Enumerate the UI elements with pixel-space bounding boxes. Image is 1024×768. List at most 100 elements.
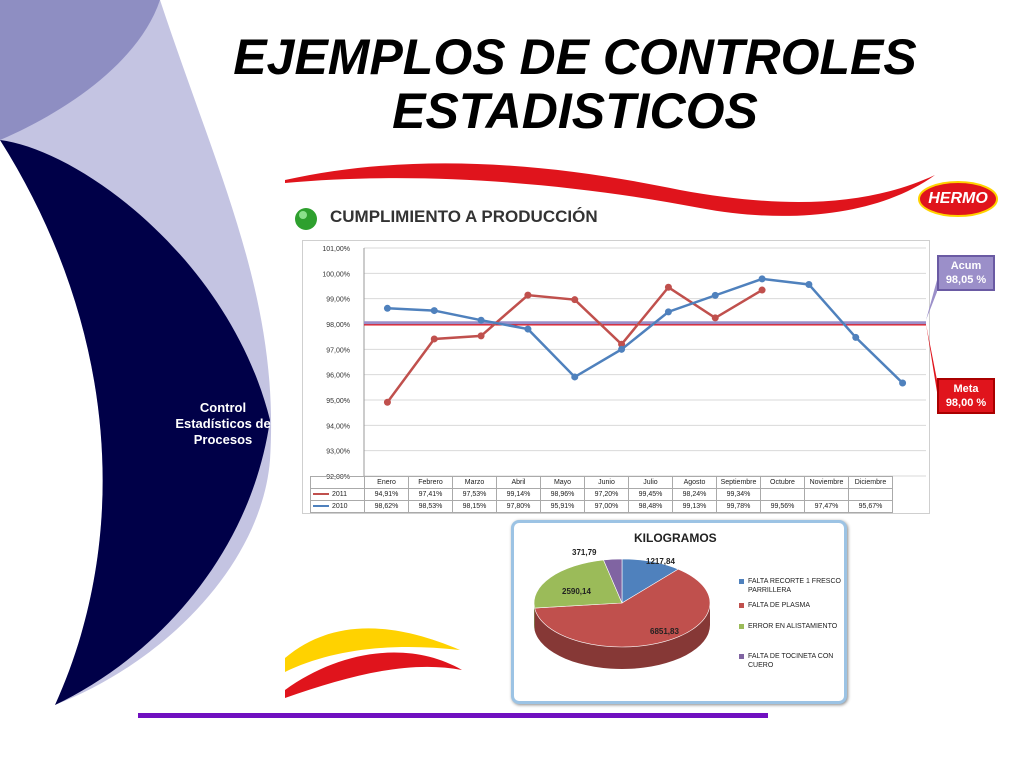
data-label: 99,78% [716, 500, 761, 513]
data-point-2011 [618, 340, 626, 348]
y-tick-label: 97,00% [326, 347, 350, 354]
series-line-2011 [386, 285, 763, 404]
series-legend-2010: 2010 [310, 500, 365, 513]
data-point-2010 [477, 316, 485, 324]
data-label: 99,34% [716, 488, 761, 501]
legend-swatch [313, 493, 329, 496]
table-row-2011: 2011 94,91% 97,41% 97,53% 99,14% 98,96% 97,20%… [310, 488, 893, 501]
legend-label: 2011 [332, 491, 348, 498]
data-point-2010 [758, 275, 766, 283]
series-legend-2011: 2011 [310, 488, 365, 501]
data-point-2011 [524, 291, 532, 299]
data-label: 95,67% [848, 500, 893, 513]
data-point-2011 [430, 335, 438, 343]
data-label: 98,24% [672, 488, 717, 501]
data-point-2010 [664, 308, 672, 316]
meta-label: Meta [953, 383, 979, 395]
data-label: 97,41% [408, 488, 453, 501]
series-line-2010 [387, 277, 904, 384]
data-label: 99,56% [760, 500, 805, 513]
y-tick-label: 101,00% [322, 246, 350, 253]
data-label: 97,80% [496, 500, 541, 513]
line-chart-data-table: Enero Febrero Marzo Abril Mayo Junio Julio Agos… [310, 476, 893, 513]
data-point-2010 [805, 280, 813, 288]
x-tick-label: Enero [364, 476, 409, 489]
data-label: 98,53% [408, 500, 453, 513]
data-label: 99,45% [628, 488, 673, 501]
data-point-2011 [383, 398, 391, 406]
logo-text: HERMO [928, 190, 988, 207]
pie-slice-side [534, 603, 535, 631]
x-tick-label: Diciembre [848, 476, 893, 489]
pie-legend-swatch [739, 624, 744, 629]
pie-legend-swatch [739, 579, 744, 584]
x-tick-label: Marzo [452, 476, 497, 489]
y-tick-label: 96,00% [326, 373, 350, 380]
data-label: 97,53% [452, 488, 497, 501]
x-tick-label: Junio [584, 476, 629, 489]
acum-label: Acum [950, 260, 982, 272]
data-label: 95,91% [540, 500, 585, 513]
pie-value-label: 6851,83 [650, 627, 679, 636]
sidebar-label: Control Estadísticos de Procesos [175, 400, 271, 447]
x-tick-label: Septiembre [716, 476, 761, 489]
title-line-2: ESTADISTICOS [392, 83, 758, 139]
data-label: 97,47% [804, 500, 849, 513]
green-dot-icon [295, 208, 317, 230]
data-point-2011 [758, 286, 766, 294]
pie-slice [603, 558, 623, 604]
data-label: 98,48% [628, 500, 673, 513]
data-label [804, 488, 849, 501]
pie-title: KILOGRAMOS [634, 531, 717, 545]
bottom-accent-bar [138, 713, 768, 718]
legend-label: 2010 [332, 503, 348, 510]
pie-slice [534, 568, 711, 648]
data-point-2010 [571, 373, 579, 381]
data-label: 98,96% [540, 488, 585, 501]
pie-value-label: 2590,14 [562, 587, 591, 596]
x-tick-label: Agosto [672, 476, 717, 489]
data-label: 99,13% [672, 500, 717, 513]
data-point-2010 [524, 325, 532, 333]
data-label: 94,91% [364, 488, 409, 501]
data-point-2011 [664, 283, 672, 291]
data-label: 97,20% [584, 488, 629, 501]
x-tick-label: Noviembre [804, 476, 849, 489]
x-tick-label: Octubre [760, 476, 805, 489]
x-tick-label: Julio [628, 476, 673, 489]
pie-legend-label: ERROR EN ALISTAMIENTO [748, 623, 838, 630]
acum-callout: Acum 98,05 % [937, 255, 995, 291]
y-tick-label: 93,00% [326, 449, 350, 456]
pie-chart [533, 558, 711, 669]
pie-slice [533, 559, 623, 609]
slide-title: EJEMPLOS DE CONTROLES ESTADISTICOS [180, 30, 970, 138]
meta-value: 98,00 % [945, 397, 987, 409]
acum-value: 98,05 % [945, 274, 987, 286]
data-point-2010 [383, 304, 391, 312]
pie-value-label: 1217,84 [646, 557, 675, 566]
data-label: 98,15% [452, 500, 497, 513]
x-tick-label: Mayo [540, 476, 585, 489]
y-tick-label: 94,00% [326, 423, 350, 430]
data-label [848, 488, 893, 501]
data-label: 98,62% [364, 500, 409, 513]
pie-slice-side [534, 603, 710, 669]
line-chart: 101,00% 100,00% 99,00% 98,00% 97,00% 96,00% 95… [322, 246, 926, 480]
data-label [760, 488, 805, 501]
pie-legend-swatch [739, 654, 744, 659]
pie-legend-label: FALTA DE TOCINETA CON CUERO [748, 653, 834, 669]
data-point-2011 [711, 314, 719, 322]
callout-arrows [926, 280, 937, 392]
y-tick-label: 100,00% [322, 271, 350, 278]
pie-legend-label: FALTA RECORTE 1 FRESCO PARRILLERA [748, 578, 841, 594]
data-label: 97,00% [584, 500, 629, 513]
data-point-2010 [430, 307, 438, 315]
x-tick-label: Febrero [408, 476, 453, 489]
table-corner [310, 476, 365, 489]
data-point-2010 [618, 345, 626, 353]
x-tick-label: Abril [496, 476, 541, 489]
hermo-logo: HERMO [918, 180, 998, 218]
meta-callout: Meta 98,00 % [937, 378, 995, 414]
legend-swatch [313, 505, 329, 508]
